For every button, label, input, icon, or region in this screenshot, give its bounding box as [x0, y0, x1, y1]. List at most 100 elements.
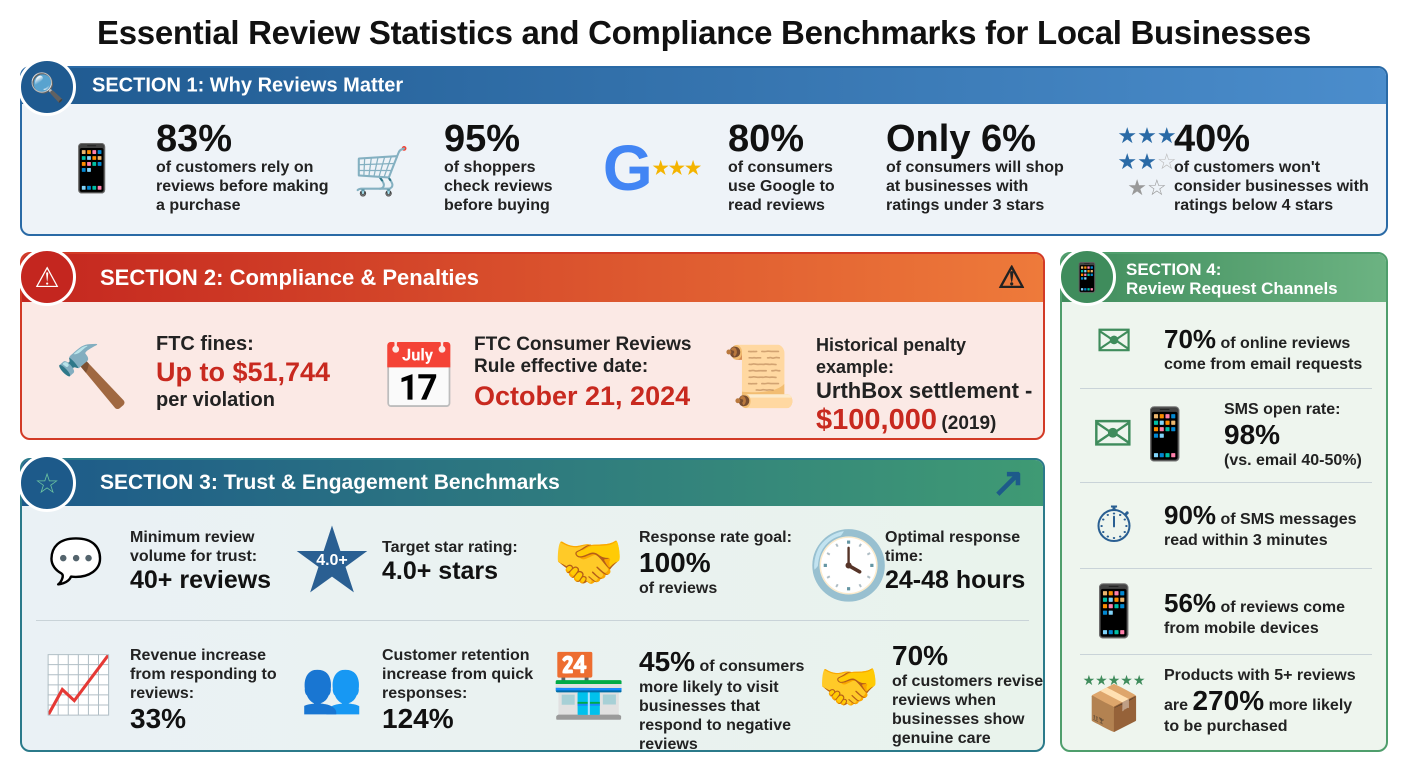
- channel-value: 70%: [1164, 324, 1217, 354]
- section-3-header: SECTION 3: Trust & Engagement Benchmarks…: [22, 460, 1043, 506]
- benchmark-suffix: of reviews: [639, 580, 718, 597]
- review-chat-icon: 💬: [48, 537, 104, 586]
- stat-value: Only 6%: [886, 118, 1036, 160]
- trend-arrow-icon: ↗: [991, 461, 1025, 505]
- section-2: SECTION 2: Compliance & Penalties ⚠ ⚠ 🔨 …: [18, 248, 1045, 440]
- benchmark-label: Response rate goal:: [639, 529, 792, 546]
- channel-text: of SMS messages: [1220, 511, 1357, 528]
- clock-icon: 🕓: [807, 528, 891, 602]
- channel-value: 90%: [1164, 500, 1217, 530]
- channel-text: of online reviews: [1220, 335, 1351, 352]
- channel-suffix: (vs. email 40-50%): [1224, 452, 1362, 469]
- benchmark-label: Target star rating:: [382, 539, 518, 556]
- benchmark-value: 124%: [382, 703, 454, 734]
- stat-value: 95%: [444, 118, 521, 160]
- shopping-cart-check-icon: 🛒: [353, 144, 411, 197]
- stat-text: of shoppers check reviews before buying: [444, 159, 553, 214]
- divider: [36, 620, 1029, 621]
- section-4-title-line2: Review Request Channels: [1126, 279, 1338, 298]
- benchmark-value: 45%: [639, 646, 696, 677]
- benchmark-text: of consumers: [699, 658, 805, 675]
- package-up-icon: ★★★★★ 📦: [1082, 671, 1146, 733]
- channel-label: Products with 5+ reviews: [1164, 667, 1356, 684]
- channel-label: SMS open rate:: [1224, 401, 1341, 418]
- google-review-icon: G ★★★: [602, 132, 702, 204]
- star-badge-text: 4.0+: [316, 552, 348, 569]
- storefront-icon: 🏪: [550, 652, 628, 721]
- section-4-header: SECTION 4: Review Request Channels: [1062, 254, 1386, 302]
- section-3: SECTION 3: Trust & Engagement Benchmarks…: [18, 454, 1045, 753]
- penalty-label: Historical penalty example:: [816, 335, 967, 377]
- star-icon: ☆: [18, 454, 76, 512]
- section-1: SECTION 1: Why Reviews Matter 🔍 📱 83% of …: [18, 58, 1388, 236]
- stat-value: 40%: [1174, 118, 1251, 160]
- email-sms-icon: ✉📱: [1091, 406, 1197, 462]
- stat-text: of consumers will shop at businesses wit…: [886, 159, 1064, 214]
- user-cycle-icon: 👥: [300, 659, 364, 715]
- benchmark-value: 70%: [892, 640, 949, 671]
- heart-handshake-icon: 🤝: [817, 659, 881, 715]
- penalty-year: (2019): [941, 413, 997, 434]
- benchmark-value: 33%: [130, 703, 187, 734]
- gavel-icon: 🔨: [54, 343, 130, 410]
- divider: [1080, 482, 1372, 483]
- handshake-check-icon: 🤝: [552, 530, 626, 595]
- channel-suffix: read within 3 minutes: [1164, 532, 1328, 549]
- divider: [1080, 654, 1372, 655]
- fine-value: Up to $51,744: [156, 357, 331, 387]
- search-icon: 🔍: [18, 58, 76, 116]
- channel-text: more likely: [1268, 697, 1353, 714]
- benchmark-label: Optimal response time:: [885, 529, 1021, 565]
- channel-suffix: from mobile devices: [1164, 620, 1319, 637]
- benchmark-suffix: of customers revise reviews when busines…: [892, 673, 1044, 747]
- stopwatch-chat-icon: ⏱: [1094, 497, 1134, 553]
- channel-suffix: to be purchased: [1164, 718, 1288, 735]
- person-phone-review-icon: 📱: [63, 142, 121, 194]
- section-4-title-line1: SECTION 4:: [1126, 260, 1222, 279]
- fine-suffix: per violation: [156, 389, 275, 411]
- star-rating-badge-icon: ★ 4.0+: [290, 510, 374, 612]
- section-2-title: SECTION 2: Compliance & Penalties: [100, 265, 479, 290]
- penalty-value: $100,000: [816, 404, 937, 436]
- channel-value: 270%: [1192, 685, 1265, 716]
- section-4: SECTION 4: Review Request Channels 📱 ✉ 70…: [1058, 248, 1388, 752]
- section-3-title: SECTION 3: Trust & Engagement Benchmarks: [100, 471, 560, 494]
- stat-text: of customers won't consider businesses w…: [1174, 159, 1369, 214]
- divider: [1080, 388, 1372, 389]
- warning-icon: ⚠: [998, 261, 1025, 295]
- benchmark-value: 100%: [639, 547, 711, 578]
- divider: [1080, 568, 1372, 569]
- star-ratings-icon: ★★★ ★★☆ ★☆: [1117, 123, 1177, 200]
- penalty-sublabel: UrthBox settlement -: [816, 378, 1033, 403]
- channel-text: of reviews come: [1220, 599, 1346, 616]
- rule-date: October 21, 2024: [474, 381, 691, 411]
- calendar-icon: 📅: [379, 341, 459, 413]
- rule-label: FTC Consumer Reviews Rule effective date…: [474, 334, 692, 377]
- channel-suffix: come from email requests: [1164, 356, 1363, 373]
- channel-value: 98%: [1224, 419, 1281, 450]
- stat-value: 83%: [156, 118, 233, 160]
- benchmark-value: 40+ reviews: [130, 566, 272, 594]
- stat-text: of consumers use Google to read reviews: [728, 159, 835, 214]
- benchmark-label: Customer retention increase from quick r…: [382, 647, 534, 702]
- benchmark-label: Revenue increase from responding to revi…: [130, 647, 277, 702]
- email-send-icon: ✉: [1095, 317, 1133, 366]
- benchmark-suffix: more likely to visit businesses that res…: [639, 679, 792, 753]
- hand-phone-icon: 📱: [1082, 583, 1146, 639]
- stat-value: 80%: [728, 118, 805, 160]
- section-2-header: SECTION 2: Compliance & Penalties ⚠: [22, 254, 1043, 302]
- revenue-chart-icon: 📈: [43, 653, 114, 716]
- channel-value: 56%: [1164, 588, 1217, 618]
- benchmark-label: Minimum review volume for trust:: [130, 529, 258, 565]
- section-1-header: SECTION 1: Why Reviews Matter: [22, 68, 1386, 104]
- section-1-title: SECTION 1: Why Reviews Matter: [92, 74, 404, 97]
- benchmark-value: 24-48 hours: [885, 566, 1026, 594]
- shield-alert-icon: ⚠: [18, 248, 76, 306]
- stat-text: of customers rely on reviews before maki…: [156, 159, 329, 214]
- fine-label: FTC fines:: [156, 333, 254, 355]
- page-title: Essential Review Statistics and Complian…: [97, 14, 1311, 51]
- channel-prefix: are: [1164, 697, 1189, 714]
- benchmark-value: 4.0+ stars: [382, 557, 499, 585]
- phone-chat-icon: 📱: [1058, 248, 1116, 306]
- broken-chain-document-icon: 📜: [722, 342, 797, 410]
